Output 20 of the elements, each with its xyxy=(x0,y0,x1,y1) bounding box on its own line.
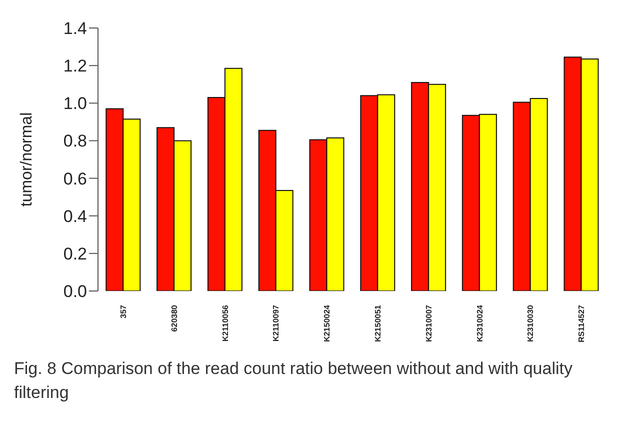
x-tick-label: 357 xyxy=(118,304,128,318)
x-tick-label: K2310007 xyxy=(424,304,434,342)
y-tick-label: 0.2 xyxy=(63,244,87,264)
y-tick-label: 1.2 xyxy=(63,56,87,76)
y-tick-label: 0.8 xyxy=(63,132,87,151)
x-tick-label: 620380 xyxy=(170,304,179,332)
x-tick-label: K2110097 xyxy=(272,304,281,342)
x-tick-label: K2310024 xyxy=(475,304,484,342)
x-tick-label: RS114527 xyxy=(577,304,586,342)
y-tick-label: 1.0 xyxy=(63,94,87,114)
y-tick-label: 0.4 xyxy=(63,206,87,226)
caption: Fig. 8 Comparison of the read count ratio between without and with quality filtering xyxy=(13,358,574,404)
x-tick-label: K2150024 xyxy=(322,304,332,342)
y-tick-label: 1.4 xyxy=(63,19,87,38)
y-tick-label: 0.0 xyxy=(63,282,87,302)
x-tick-label: K2110056 xyxy=(220,304,230,342)
y-tick-label: 0.6 xyxy=(63,169,87,188)
x-tick-label: K2150051 xyxy=(373,304,382,342)
y-axis-title: tumor/normal xyxy=(18,112,36,207)
x-tick-label: K2310030 xyxy=(526,304,536,342)
